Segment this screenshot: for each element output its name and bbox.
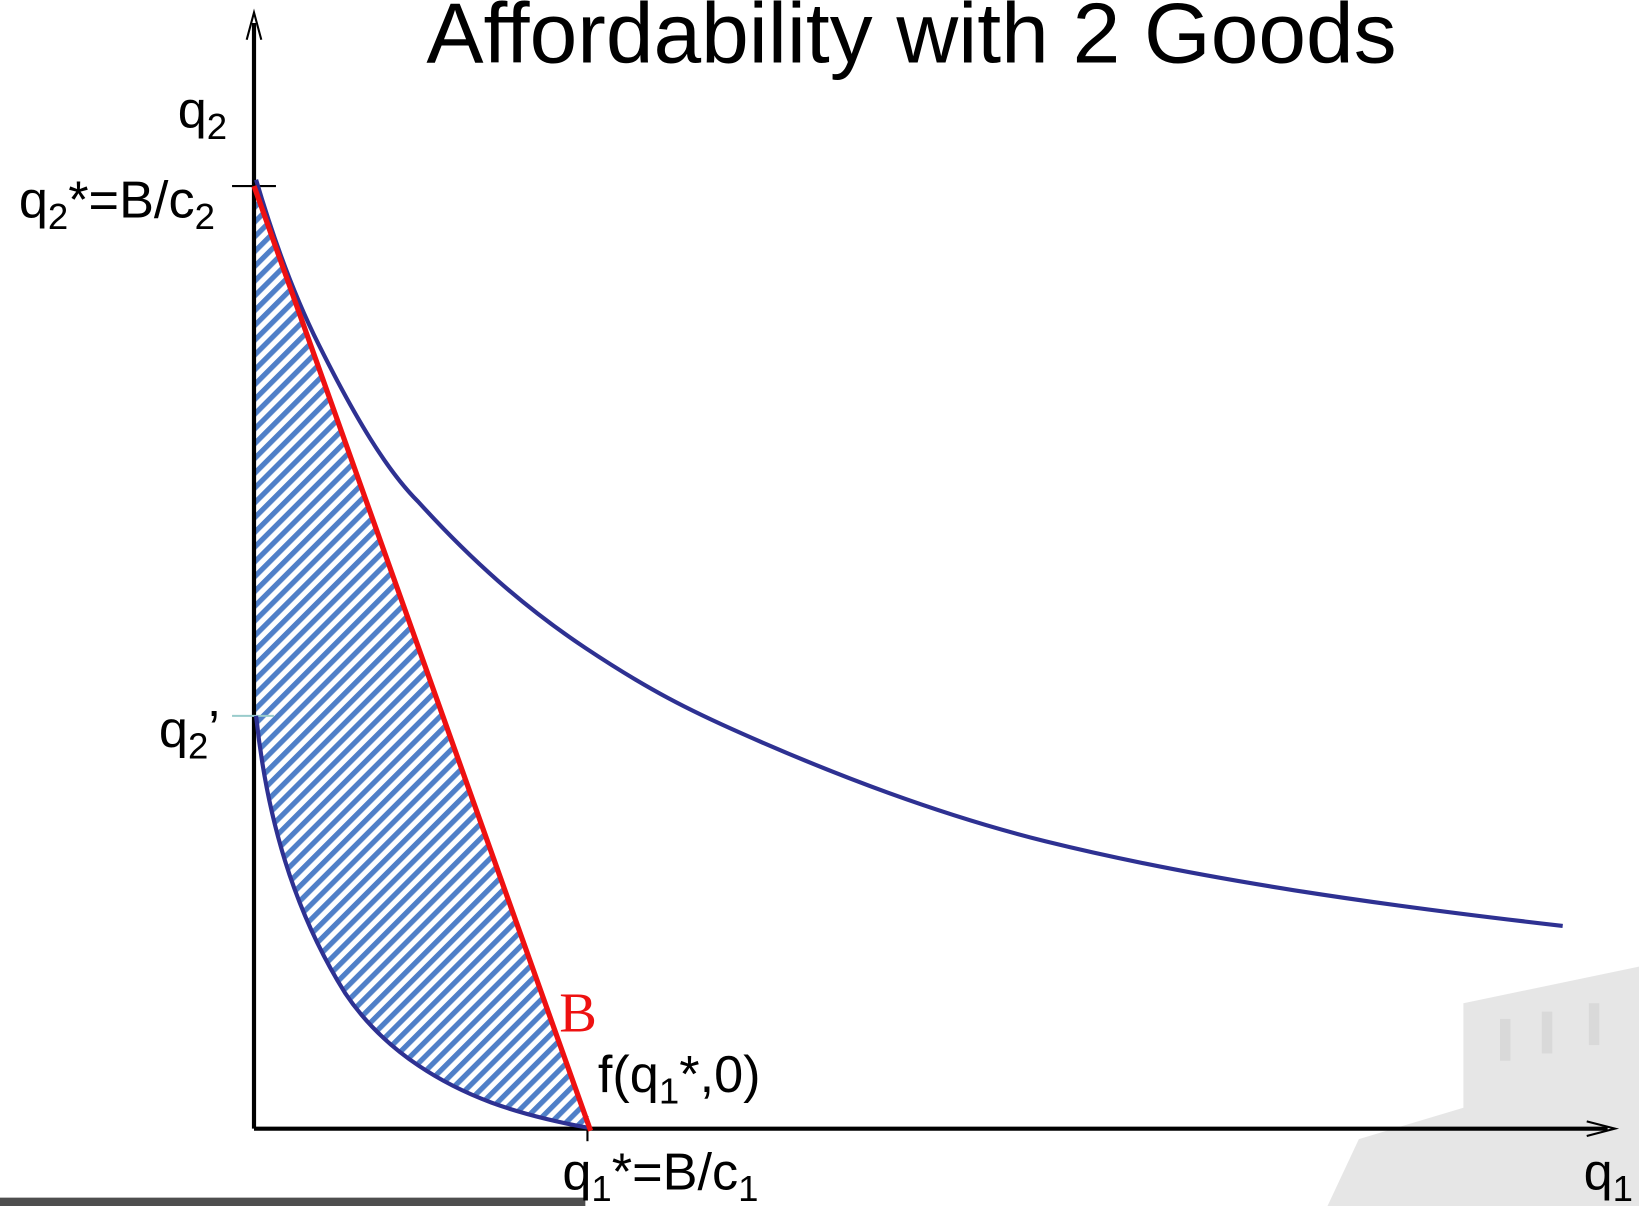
label-text: q (562, 1143, 591, 1201)
subscript: 2 (207, 106, 227, 147)
x-arrow (1586, 1120, 1620, 1137)
subscript: 1 (738, 1168, 758, 1206)
budget-label: B (559, 982, 597, 1044)
background-building (1327, 966, 1639, 1206)
f-point-label: f(q1*,0) (598, 1046, 761, 1111)
label-text: q (19, 171, 48, 229)
label-text: q (159, 701, 188, 759)
subscript: 2 (195, 196, 215, 237)
indifference-curve-high (254, 179, 1563, 929)
label-text: ’ (208, 701, 220, 759)
subscript: 2 (188, 726, 208, 767)
subscript: 1 (659, 1071, 679, 1112)
label-text: *=B/c (68, 171, 194, 229)
title: Affordability with 2 Goods (426, 0, 1396, 82)
q2-prime-label: q2’ (159, 701, 220, 766)
label-text: *,0) (679, 1046, 760, 1104)
q2-star-label: q2*=B/c2 (19, 171, 215, 236)
subscript: 2 (48, 196, 68, 237)
q1-star-label: q1*=B/c1 (562, 1143, 758, 1206)
label-text: B (559, 982, 597, 1044)
subscript: 1 (591, 1168, 611, 1206)
label-text: *=B/c (612, 1143, 738, 1201)
x-axis-label: q1 (1584, 1143, 1633, 1206)
bottom-strip (0, 1197, 586, 1206)
label-text: q (1584, 1143, 1613, 1201)
label-text: f(q (598, 1046, 659, 1104)
budget-line (251, 185, 594, 1132)
y-arrow (245, 8, 263, 40)
y-axis-label: q2 (178, 82, 227, 147)
label-text: q (178, 82, 207, 140)
subscript: 1 (1613, 1168, 1633, 1206)
indifference-curve-low (254, 715, 588, 1130)
